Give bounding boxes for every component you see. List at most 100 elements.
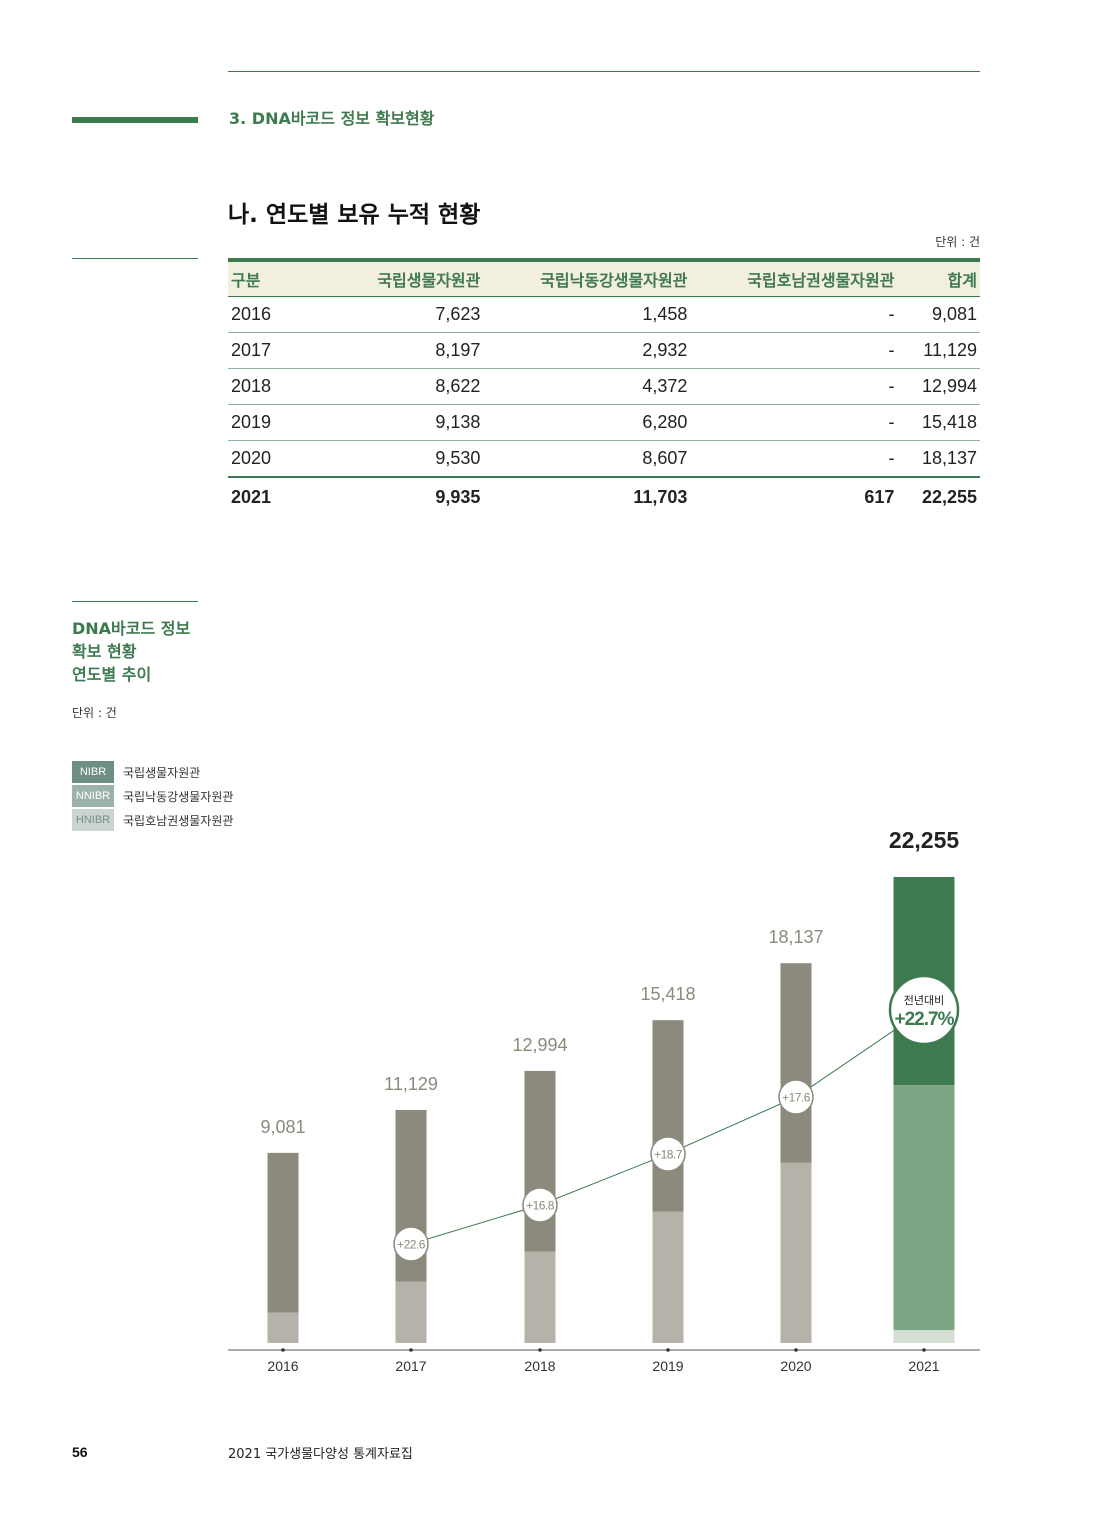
- growth-label: +17.6: [782, 1091, 811, 1105]
- section-accent-bar: [72, 117, 198, 123]
- legend-swatch: NNIBR: [72, 785, 114, 807]
- col-header-nnibr: 국립낙동강생물자원관: [483, 258, 691, 297]
- side-title-line: DNA바코드 정보: [72, 619, 191, 638]
- x-tick-label: 2017: [395, 1358, 426, 1374]
- cell-nnibr: 4,372: [483, 368, 691, 405]
- legend-label: 국립생물자원관: [123, 765, 201, 780]
- cell-nibr: 9,935: [336, 476, 484, 516]
- growth-label: +22.6: [397, 1238, 426, 1252]
- cell-hnibr: -: [690, 368, 898, 405]
- table-unit: 단위 : 건: [935, 235, 980, 249]
- data-label-total: 11,129: [384, 1074, 438, 1094]
- data-label-total: 12,994: [512, 1035, 567, 1055]
- x-tick-label: 2021: [908, 1358, 939, 1374]
- table-row: 2020 9,530 8,607 - 18,137: [228, 441, 980, 478]
- side-title-line: 연도별 추이: [72, 665, 152, 684]
- data-label-total: 15,418: [640, 984, 695, 1004]
- cell-nnibr: 1,458: [483, 296, 691, 333]
- stats-table: 구분 국립생물자원관 국립낙동강생물자원관 국립호남권생물자원관 합계 2016…: [228, 258, 980, 516]
- growth-label: +18.7: [654, 1148, 683, 1162]
- cell-total: 12,994: [897, 368, 980, 405]
- growth-marker: [650, 1136, 686, 1172]
- cell-year: 2018: [228, 368, 336, 405]
- bar-segment-nnibr: [893, 1085, 955, 1331]
- bar-segment-nibr: [524, 1070, 556, 1252]
- page-title: 나. 연도별 보유 누적 현황: [228, 202, 481, 228]
- col-header-nibr: 국립생물자원관: [336, 258, 484, 297]
- data-label-total: 9,081: [260, 1117, 305, 1137]
- bar-segment-nnibr: [652, 1211, 684, 1343]
- cell-nibr: 7,623: [336, 296, 484, 333]
- legend-label: 국립호남권생물자원관: [123, 813, 234, 828]
- cell-year: 2019: [228, 404, 336, 441]
- table-row: 2019 9,138 6,280 - 15,418: [228, 404, 980, 441]
- growth-marker: [778, 1079, 814, 1115]
- x-tick: [794, 1348, 798, 1352]
- cell-total: 9,081: [897, 296, 980, 333]
- bar-segment-hnibr: [893, 1330, 955, 1343]
- cell-hnibr: -: [690, 404, 898, 441]
- table-row: 2018 8,622 4,372 - 12,994: [228, 368, 980, 405]
- x-tick-label: 2016: [267, 1358, 298, 1374]
- cell-nnibr: 11,703: [483, 476, 691, 516]
- bar-segment-nnibr: [267, 1312, 299, 1343]
- x-tick: [538, 1348, 542, 1352]
- x-tick: [409, 1348, 413, 1352]
- cell-total: 22,255: [897, 476, 980, 516]
- bar-segment-nibr: [652, 1020, 684, 1212]
- cell-hnibr: -: [888, 448, 895, 468]
- cell-year: 2021: [228, 476, 336, 516]
- data-label-total: 18,137: [768, 927, 823, 947]
- top-rule: [228, 71, 980, 72]
- table-row: 2016 7,623 1,458 - 9,081: [228, 296, 980, 333]
- chart-side-title: DNA바코드 정보 확보 현황 연도별 추이: [72, 617, 222, 686]
- cell-nibr: 9,530: [435, 448, 481, 468]
- col-header-total: 합계: [897, 258, 980, 297]
- x-tick: [666, 1348, 670, 1352]
- chart-unit: 단위 : 건: [72, 706, 117, 720]
- table-row: 2017 8,197 2,932 - 11,129: [228, 332, 980, 369]
- growth-marker: [522, 1187, 558, 1223]
- cell-year: 2016: [228, 296, 336, 333]
- side-rule: [72, 601, 198, 602]
- cell-nibr: 9,138: [336, 404, 484, 441]
- cell-nnibr: 8,607: [642, 448, 688, 468]
- legend-item: NNIBR 국립낙동강생물자원관: [72, 784, 233, 808]
- cell-year: 2020: [231, 448, 272, 468]
- bar-segment-nnibr: [395, 1281, 427, 1343]
- cell-nnibr: 2,932: [483, 332, 691, 369]
- cell-year: 2017: [228, 332, 336, 369]
- data-label-total: 22,255: [889, 827, 960, 853]
- bar-segment-nibr: [780, 963, 812, 1163]
- bar-segment-nnibr: [780, 1162, 812, 1343]
- legend-item: HNIBR 국립호남권생물자원관: [72, 808, 233, 832]
- cell-total: 15,418: [897, 404, 980, 441]
- page-number: 56: [72, 1444, 88, 1460]
- side-title-line: 확보 현황: [72, 642, 137, 661]
- cell-hnibr: -: [690, 296, 898, 333]
- col-header-category: 구분: [228, 258, 336, 297]
- bar-segment-nnibr: [524, 1251, 556, 1343]
- section-title: 3. DNA바코드 정보 확보현황: [229, 109, 435, 128]
- growth-marker-highlight: [888, 974, 960, 1046]
- x-tick-label: 2020: [780, 1358, 811, 1374]
- publication-title: 2021 국가생물다양성 통계자료집: [228, 1447, 413, 1462]
- cell-hnibr: 617: [690, 476, 898, 516]
- cell-nibr: 8,197: [336, 332, 484, 369]
- legend-swatch: HNIBR: [72, 809, 114, 831]
- growth-label-highlight: +22.7%: [895, 1009, 955, 1030]
- cell-total: 18,137: [921, 448, 977, 468]
- growth-caption: 전년대비: [904, 994, 944, 1007]
- cell-hnibr: -: [690, 332, 898, 369]
- x-tick-label: 2018: [524, 1358, 555, 1374]
- growth-marker: [393, 1226, 429, 1262]
- x-tick-label: 2019: [652, 1358, 683, 1374]
- cell-nibr: 8,622: [336, 368, 484, 405]
- table-header-row: 구분 국립생물자원관 국립낙동강생물자원관 국립호남권생물자원관 합계: [228, 258, 980, 297]
- col-header-hnibr: 국립호남권생물자원관: [690, 258, 898, 297]
- legend-item: NIBR 국립생물자원관: [72, 760, 233, 784]
- growth-label: +16.8: [526, 1199, 555, 1213]
- x-tick: [922, 1348, 926, 1352]
- legend-swatch: NIBR: [72, 761, 114, 783]
